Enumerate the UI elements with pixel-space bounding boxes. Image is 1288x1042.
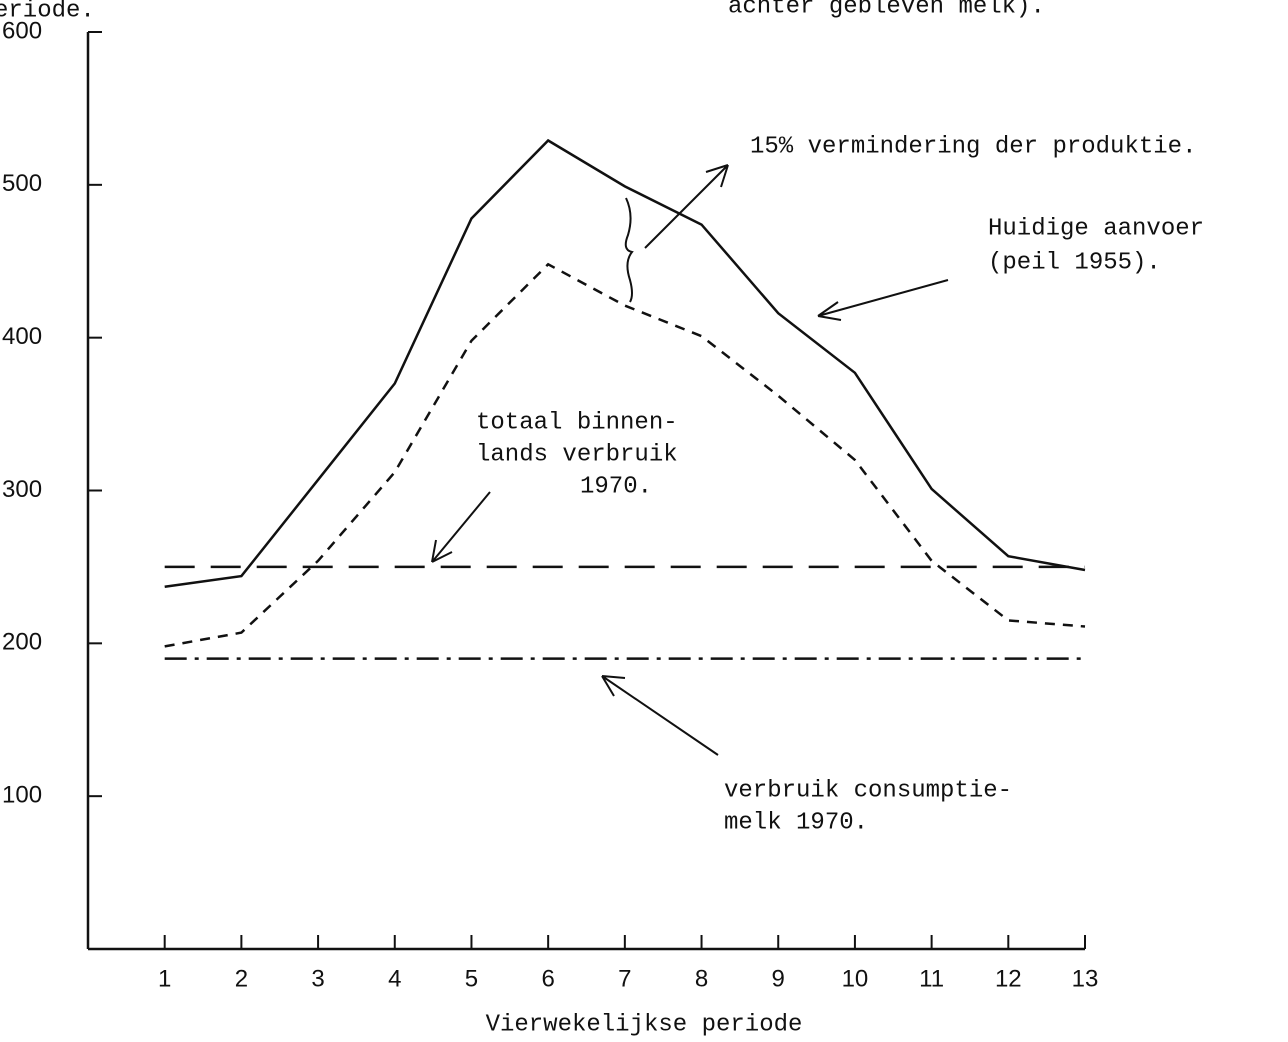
annotation: (peil 1955). [988, 249, 1161, 276]
series-line [164, 138, 1086, 589]
annotation: 1970. [580, 473, 652, 500]
annotation: Huidige aanvoer [988, 215, 1204, 242]
x-tick-label: 1 [158, 965, 171, 992]
annotation: verbruik consumptie- [724, 777, 1012, 804]
y-tick-label: 100 [2, 782, 42, 809]
x-tick-label: 13 [1072, 965, 1099, 992]
arrow [644, 164, 729, 249]
x-axis-label: Vierwekelijkse periode [486, 1011, 803, 1038]
x-tick-label: 6 [541, 965, 554, 992]
x-tick-label: 8 [695, 965, 708, 992]
x-tick-label: 10 [842, 965, 869, 992]
arrows [431, 164, 949, 756]
annotation: totaal binnen- [476, 409, 678, 436]
x-tick-label: 2 [235, 965, 248, 992]
x-tick-label: 3 [311, 965, 324, 992]
y-tick-label: 600 [2, 17, 42, 44]
x-tick-label: 9 [772, 965, 785, 992]
y-tick-label: 300 [2, 476, 42, 503]
y-tick-label: 200 [2, 629, 42, 656]
annotation: lands verbruik [476, 441, 678, 468]
annotation: 15% vermindering der produktie. [750, 133, 1196, 160]
arrow [817, 279, 949, 321]
y-tick-label: 500 [2, 170, 42, 197]
y-tick-label: 400 [2, 323, 42, 350]
x-tick-label: 11 [919, 965, 944, 992]
arrow [601, 675, 719, 756]
header-text: eriode. [0, 0, 95, 24]
bracket [624, 197, 634, 303]
arrow [431, 491, 491, 563]
header-text: achter gebleven melk). [728, 0, 1045, 20]
x-tick-label: 5 [465, 965, 478, 992]
x-tick-label: 4 [388, 965, 401, 992]
annotation: melk 1970. [724, 809, 868, 836]
x-tick-label: 12 [995, 965, 1022, 992]
x-tick-label: 7 [618, 965, 631, 992]
series-line [164, 262, 1086, 648]
